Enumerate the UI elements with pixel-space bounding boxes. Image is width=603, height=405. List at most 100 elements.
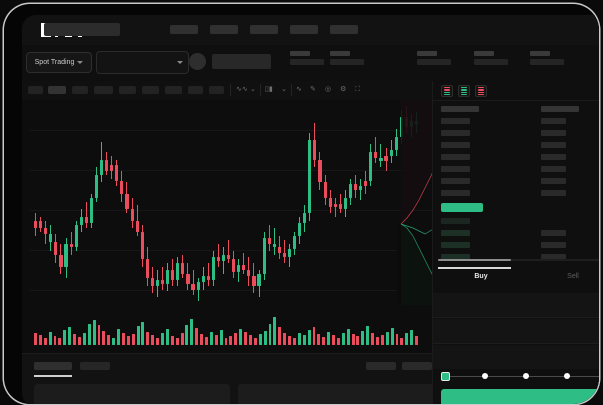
timeframe-button-2[interactable]: [48, 86, 66, 94]
volume-bar: [161, 332, 164, 345]
orderbook-ask-row[interactable]: [441, 118, 470, 124]
nav-item-2[interactable]: [210, 25, 238, 34]
total-input[interactable]: [433, 345, 599, 369]
price-input[interactable]: [433, 293, 599, 318]
slider-node-50[interactable]: [523, 372, 529, 379]
submit-buy-button[interactable]: [441, 389, 599, 404]
settings-icon[interactable]: ⚙: [340, 86, 347, 93]
stat-last-price: [290, 51, 324, 65]
candle-body: [166, 270, 170, 284]
volume-bar: [121, 333, 125, 345]
orderbook[interactable]: [433, 100, 599, 260]
nav-item-5[interactable]: [330, 25, 358, 34]
orderbook-ask-row[interactable]: [441, 130, 470, 136]
indicators-icon[interactable]: ∿∿: [236, 86, 248, 93]
volume-bar: [87, 323, 91, 345]
orderbook-ask-row[interactable]: [441, 154, 470, 160]
candle-body: [100, 159, 104, 175]
chevron-down-icon: [77, 61, 84, 64]
volume-bar: [273, 317, 277, 345]
orderbook-ask-total: [541, 178, 566, 184]
trading-mode-dropdown[interactable]: Spot Trading: [26, 52, 92, 73]
orders-empty-right: [238, 384, 434, 404]
candle-body: [39, 220, 43, 229]
candle-body: [282, 253, 286, 258]
toolbar-divider: [260, 84, 261, 96]
chart-type-icon[interactable]: ▯▮: [265, 86, 273, 93]
bottom-action-1[interactable]: [366, 362, 396, 370]
price-chart[interactable]: [22, 100, 432, 305]
candle-body: [338, 203, 342, 210]
orderbook-ask-row[interactable]: [441, 178, 470, 184]
bottom-action-2[interactable]: [402, 362, 432, 370]
candle-body: [94, 174, 99, 198]
candle-wick: [217, 243, 219, 267]
amount-percent-slider[interactable]: [441, 371, 599, 381]
slider-node-25[interactable]: [482, 372, 488, 379]
line-tool-icon[interactable]: ∿: [296, 86, 302, 93]
slider-node-75[interactable]: [564, 372, 570, 379]
candle-body: [308, 140, 312, 214]
orderbook-bids-icon[interactable]: [458, 85, 470, 97]
candle-body: [201, 276, 205, 282]
volume-chart: [22, 305, 432, 353]
candle-body: [313, 140, 317, 160]
orderbook-ask-row[interactable]: [441, 190, 470, 196]
volume-bar: [317, 334, 321, 345]
orderbook-bid-row[interactable]: [441, 218, 470, 224]
timeframe-button-5[interactable]: [119, 86, 136, 94]
candle-body: [318, 159, 322, 183]
volume-bar: [288, 335, 291, 345]
volume-bar: [336, 337, 340, 345]
timeframe-button-1[interactable]: [28, 86, 43, 94]
candle-body: [328, 197, 332, 208]
candle-body: [242, 264, 246, 271]
orderbook-bid-row[interactable]: [441, 254, 470, 260]
timeframe-button-6[interactable]: [142, 86, 159, 94]
orderbook-ask-row[interactable]: [441, 142, 470, 148]
tab-sell[interactable]: Sell: [567, 273, 579, 280]
bottom-tab-open-orders[interactable]: [34, 362, 72, 370]
magnet-icon[interactable]: ◎: [325, 86, 332, 93]
timeframe-button-3[interactable]: [72, 86, 88, 94]
timeframe-button-7[interactable]: [165, 86, 182, 94]
timeframe-button-4[interactable]: [94, 86, 113, 94]
volume-bar: [175, 338, 179, 345]
chart-type-dropdown-icon[interactable]: ⌄: [281, 86, 287, 93]
fullscreen-icon[interactable]: ⛶: [355, 86, 360, 93]
orderbook-ask-row[interactable]: [441, 166, 470, 172]
volume-bar: [234, 333, 238, 345]
nav-item-1[interactable]: [170, 25, 198, 34]
slider-handle[interactable]: [441, 371, 450, 381]
timeframe-button-8[interactable]: [188, 86, 203, 94]
coin-avatar: [189, 53, 206, 70]
tab-buy[interactable]: Buy: [474, 273, 488, 280]
orderbook-asks-icon[interactable]: [475, 85, 487, 97]
amount-input[interactable]: [433, 319, 599, 344]
orderbook-both-icon[interactable]: [441, 85, 453, 97]
draw-tool-icon[interactable]: ✎: [310, 86, 316, 93]
candle-body: [206, 276, 210, 280]
candle-body: [389, 149, 393, 156]
bottom-tab-order-history[interactable]: [80, 362, 110, 370]
indicators-dropdown-icon[interactable]: ⌄: [250, 86, 256, 93]
volume-bar: [244, 331, 248, 345]
market-subheader: Spot Trading: [22, 45, 599, 82]
volume-bar: [97, 325, 101, 345]
timeframe-button-9[interactable]: [209, 86, 224, 94]
volume-bar: [165, 329, 169, 345]
candle-body: [69, 243, 73, 248]
slider-track: [445, 375, 599, 377]
nav-item-4[interactable]: [290, 25, 318, 34]
candle-wick: [273, 228, 275, 256]
volume-bar: [195, 327, 199, 345]
nav-item-3[interactable]: [250, 25, 278, 34]
stat-high-24h: [417, 51, 451, 65]
orderbook-bid-row[interactable]: [441, 242, 470, 248]
orderbook-scrollbar-thumb[interactable]: [438, 259, 511, 261]
volume-bar: [307, 330, 311, 345]
candle-body: [176, 262, 180, 280]
orderbook-bid-row[interactable]: [441, 230, 470, 236]
nav-search-field[interactable]: [44, 23, 120, 36]
pair-select-dropdown[interactable]: [96, 51, 189, 74]
